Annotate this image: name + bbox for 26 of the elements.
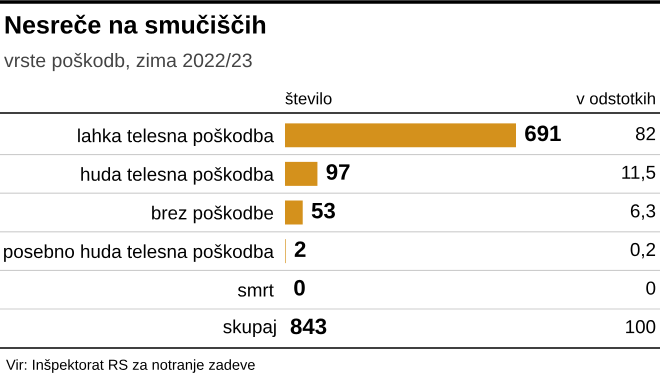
text: skupaj [223,320,276,338]
data-label: 691 [525,126,561,142]
y-tick-label: lahka telesna poškodba [78,128,274,146]
bar [285,162,318,186]
text: 0,2 [630,242,656,258]
text: vrste poškodb, zima 2022/23 [4,52,252,72]
y-tick-label: smrt [238,284,274,297]
data-label: 0 [294,280,305,296]
data-label: 97 [326,164,350,180]
text: v odstotkih [576,92,655,104]
x-axis-title: število [285,92,332,104]
chart-title: Nesreče na smučiščih [6,14,266,34]
bar [285,200,303,224]
text: 843 [290,318,326,334]
bar [285,123,516,148]
text: 100 [626,320,656,334]
text: Vir: Inšpektorat RS za notranje zadeve [6,359,255,373]
y-tick-label: posebno huda telesna poškodba [4,244,274,262]
data-label: 2 [294,241,306,257]
text: 82 [636,127,656,140]
y-tick-label: huda telesna poškodba [81,167,274,185]
text: 6,3 [630,204,656,220]
y-tick-label: brez poškodbe [152,206,274,224]
data-label: 53 [312,202,335,218]
text: 11,5 [622,166,656,182]
text: 0 [646,281,656,295]
